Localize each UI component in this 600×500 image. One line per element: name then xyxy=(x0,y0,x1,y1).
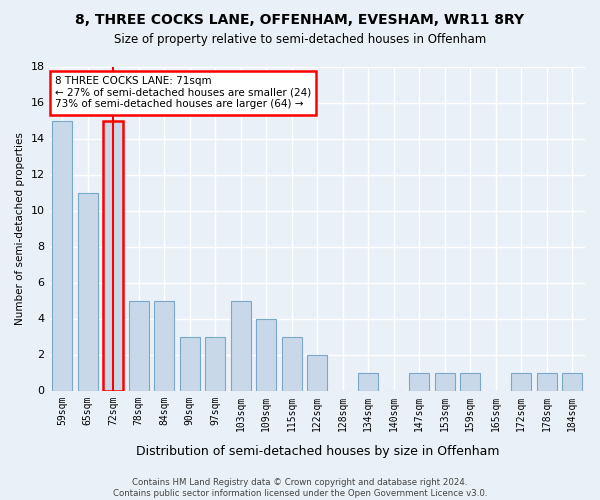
Text: Size of property relative to semi-detached houses in Offenham: Size of property relative to semi-detach… xyxy=(114,32,486,46)
Bar xyxy=(460,372,481,390)
Y-axis label: Number of semi-detached properties: Number of semi-detached properties xyxy=(15,132,25,325)
Bar xyxy=(230,300,251,390)
Bar xyxy=(103,120,124,390)
Bar xyxy=(562,372,583,390)
Bar xyxy=(77,192,98,390)
Bar xyxy=(307,354,328,390)
Bar xyxy=(511,372,532,390)
Bar xyxy=(179,336,200,390)
Text: 8, THREE COCKS LANE, OFFENHAM, EVESHAM, WR11 8RY: 8, THREE COCKS LANE, OFFENHAM, EVESHAM, … xyxy=(76,12,524,26)
Bar xyxy=(52,120,73,390)
Bar xyxy=(434,372,455,390)
Bar xyxy=(409,372,430,390)
Text: Contains HM Land Registry data © Crown copyright and database right 2024.
Contai: Contains HM Land Registry data © Crown c… xyxy=(113,478,487,498)
Bar xyxy=(358,372,379,390)
Bar xyxy=(281,336,302,390)
Bar xyxy=(154,300,175,390)
Bar xyxy=(536,372,557,390)
X-axis label: Distribution of semi-detached houses by size in Offenham: Distribution of semi-detached houses by … xyxy=(136,444,499,458)
Text: 8 THREE COCKS LANE: 71sqm
← 27% of semi-detached houses are smaller (24)
73% of : 8 THREE COCKS LANE: 71sqm ← 27% of semi-… xyxy=(55,76,311,110)
Bar xyxy=(128,300,149,390)
Bar xyxy=(256,318,277,390)
Bar xyxy=(205,336,226,390)
